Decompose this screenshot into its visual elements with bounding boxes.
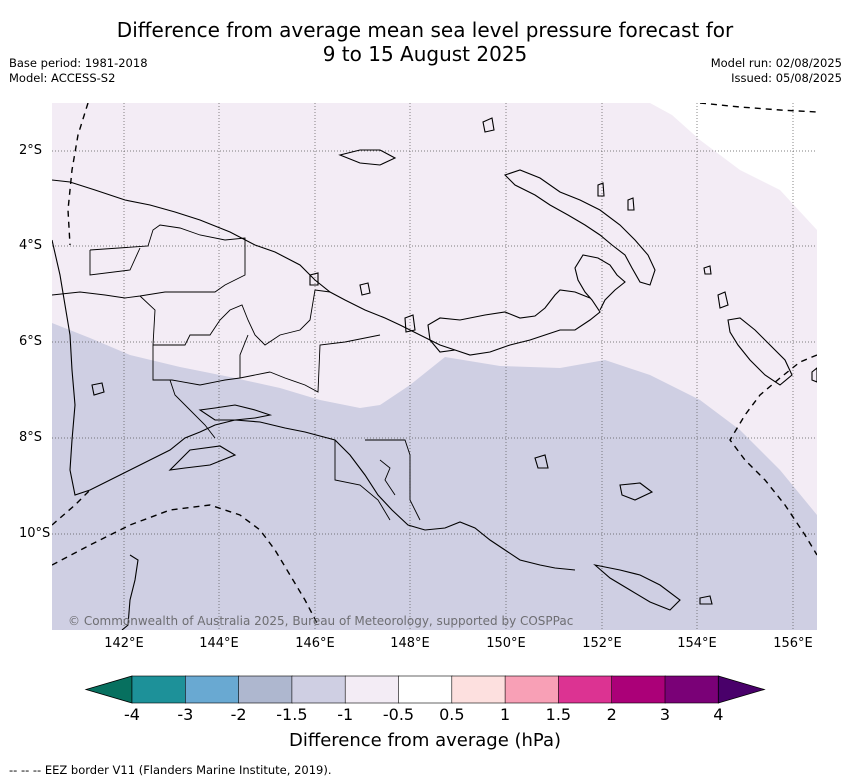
colorbar-segment xyxy=(664,675,720,704)
eez-legend-note: -- -- -- EEZ border V11 (Flanders Marine… xyxy=(9,763,332,777)
x-tick-152: 152°E xyxy=(582,636,622,651)
colorbar-tick-label: -3 xyxy=(177,705,194,724)
colorbar-title: Difference from average (hPa) xyxy=(288,730,562,751)
colorbar-tick-label: 3 xyxy=(659,705,671,724)
colorbar-segment xyxy=(504,675,560,704)
y-tick-2s: 2°S xyxy=(19,143,43,158)
model-run: Model run: 02/08/2025 xyxy=(710,56,842,70)
colorbar-segment xyxy=(344,675,400,704)
colorbar-tick-label: 2 xyxy=(606,705,617,724)
meta-left: Base period: 1981-2018 Model: ACCESS-S2 xyxy=(9,56,148,86)
fill-region-dark xyxy=(52,323,817,630)
colorbar-tick-label: -0.5 xyxy=(382,705,415,724)
colorbar-segments xyxy=(84,675,766,704)
x-tick-156: 156°E xyxy=(773,636,813,651)
issued-date: Issued: 05/08/2025 xyxy=(731,71,842,85)
colorbar-segment xyxy=(238,675,293,704)
colorbar-tick-label: 0.5 xyxy=(439,705,465,724)
map-title-line2: 9 to 15 August 2025 xyxy=(322,42,528,66)
y-tick-8s: 8°S xyxy=(19,430,43,445)
x-tick-148: 148°E xyxy=(390,636,430,651)
gridlines xyxy=(52,103,817,630)
x-tick-154: 154°E xyxy=(677,636,717,651)
y-tick-10s: 10°S xyxy=(19,526,51,541)
x-tick-144: 144°E xyxy=(199,636,239,651)
colorbar-tick-label: -1.5 xyxy=(276,705,308,724)
copyright-text: © Commonwealth of Australia 2025, Bureau… xyxy=(68,614,574,628)
colorbar-extend-low xyxy=(84,675,133,704)
eez-borders xyxy=(52,103,817,626)
colorbar-tick-label: -1 xyxy=(337,705,354,724)
x-tick-150: 150°E xyxy=(486,636,526,651)
fill-region-white xyxy=(650,103,817,230)
coastlines xyxy=(52,117,817,630)
colorbar-tick-label: 4 xyxy=(713,705,724,724)
colorbar-segment xyxy=(185,675,240,704)
y-tick-6s: 6°S xyxy=(19,334,43,349)
y-tick-4s: 4°S xyxy=(19,238,43,253)
colorbar-tick-label: 1 xyxy=(500,705,511,724)
colorbar-segment xyxy=(558,675,613,704)
colorbar-tick-label: -2 xyxy=(230,705,247,724)
colorbar-segment xyxy=(291,675,346,704)
colorbar-segment xyxy=(451,675,506,704)
x-tick-146: 146°E xyxy=(295,636,335,651)
colorbar-segment xyxy=(398,675,453,704)
colorbar-segment xyxy=(611,675,666,704)
model-name: Model: ACCESS-S2 xyxy=(9,71,116,85)
colorbar-tick-label: 1.5 xyxy=(545,705,572,724)
map-title: Difference from average mean sea level p… xyxy=(0,18,850,66)
colorbar-tick-label: -4 xyxy=(124,705,140,724)
meta-right: Model run: 02/08/2025 Issued: 05/08/2025 xyxy=(711,56,842,86)
map-title-line1: Difference from average mean sea level p… xyxy=(116,18,734,42)
colorbar-extend-high xyxy=(717,675,766,704)
base-period: Base period: 1981-2018 xyxy=(9,56,148,70)
x-tick-142: 142°E xyxy=(104,636,144,651)
province-borders xyxy=(52,224,421,521)
colorbar-segment xyxy=(131,675,187,704)
